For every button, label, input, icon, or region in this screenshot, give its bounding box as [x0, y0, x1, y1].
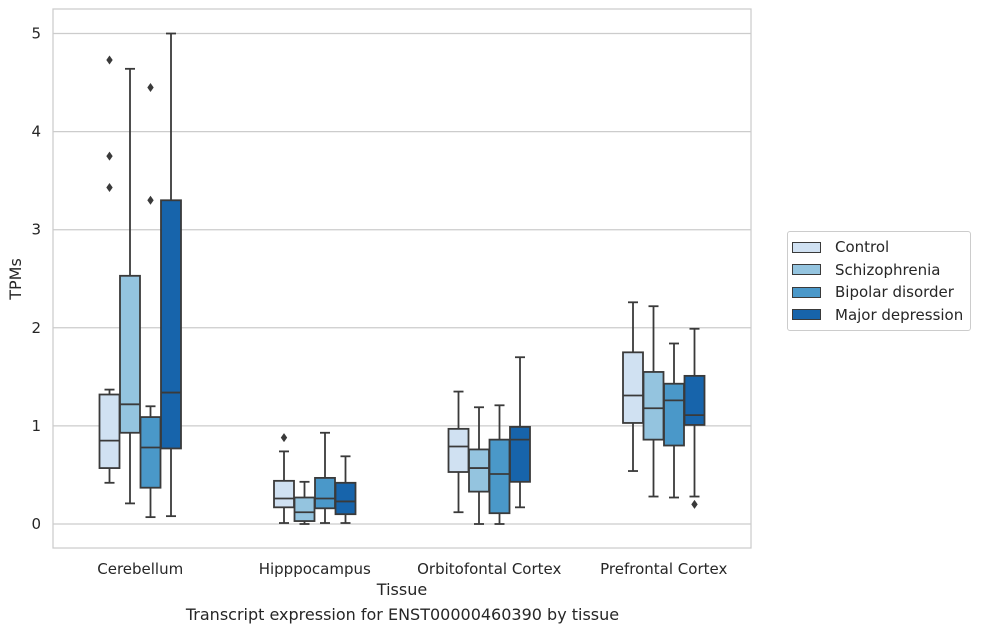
box-iqr — [663, 382, 685, 447]
x-tick-labels: Cerebellum Hipppocampus Orbitofontal Corte… — [97, 560, 727, 578]
y-tick-labels: 0 1 2 3 4 5 — [31, 25, 41, 534]
legend-item: Bipolar disorder — [788, 281, 970, 304]
y-axis-label: TPMs — [6, 258, 25, 301]
outlier-point — [691, 499, 698, 509]
box-iqr — [314, 476, 336, 510]
outlier-point — [106, 151, 113, 161]
box-iqr — [98, 393, 121, 469]
box-iqr — [334, 481, 357, 516]
legend-label: Major depression — [835, 305, 964, 324]
y-tick-label: 3 — [31, 221, 41, 239]
outlier-point — [280, 433, 288, 443]
box-major-depression — [683, 327, 706, 509]
x-tick-label: Cerebellum — [97, 560, 183, 578]
box-iqr — [119, 274, 141, 434]
box-iqr — [642, 371, 665, 441]
box-control — [447, 390, 470, 514]
box-iqr — [683, 374, 706, 426]
outlier-point — [147, 82, 154, 92]
legend-swatch — [792, 286, 821, 298]
y-tick-label: 2 — [31, 319, 41, 337]
boxes — [98, 32, 706, 525]
legend-swatch — [792, 241, 821, 253]
box-major-depression — [160, 32, 182, 518]
plot-area-frame — [52, 8, 752, 549]
outlier-point — [147, 195, 154, 205]
legend-label: Control — [835, 238, 890, 257]
y-tick-label: 4 — [31, 123, 41, 141]
box-control — [622, 301, 644, 472]
box-bipolar-disorder — [488, 404, 511, 525]
chart-caption: Transcript expression for ENST0000046039… — [185, 605, 620, 624]
box-iqr — [488, 438, 511, 515]
box-bipolar-disorder — [314, 431, 336, 524]
box-iqr — [468, 448, 490, 493]
x-tick-label: Orbitofontal Cortex — [417, 560, 561, 578]
box-iqr — [447, 427, 470, 473]
box-schizophrenia — [119, 67, 141, 505]
box-control — [98, 55, 121, 484]
box-major-depression — [509, 356, 531, 509]
legend-label: Schizophrenia — [835, 260, 941, 279]
legend-item: Control — [788, 236, 970, 259]
legend-label: Bipolar disorder — [835, 283, 954, 302]
legend: Control Schizophrenia Bipolar disorder Majo… — [787, 231, 971, 331]
y-tick-label: 1 — [31, 417, 41, 435]
y-tick-label: 5 — [31, 25, 41, 43]
box-iqr — [622, 351, 644, 424]
box-iqr — [509, 425, 531, 483]
box-schizophrenia — [642, 305, 665, 498]
legend-item: Major depression — [788, 304, 970, 327]
x-tick-label: Prefrontal Cortex — [600, 560, 727, 578]
outlier-point — [106, 55, 113, 65]
legend-swatch — [792, 264, 821, 276]
box-bipolar-disorder — [663, 342, 685, 499]
x-tick-label: Hipppocampus — [259, 560, 371, 578]
legend-item: Schizophrenia — [788, 259, 970, 282]
box-major-depression — [334, 455, 357, 524]
box-iqr — [293, 496, 316, 522]
y-tick-label: 0 — [31, 515, 41, 533]
box-iqr — [139, 416, 162, 489]
box-iqr — [160, 199, 182, 450]
box-schizophrenia — [293, 480, 316, 525]
x-axis-label: Tissue — [376, 580, 427, 599]
box-iqr — [273, 479, 295, 509]
outlier-point — [106, 183, 113, 193]
box-schizophrenia — [468, 406, 490, 525]
box-control — [273, 433, 295, 524]
legend-swatch — [792, 309, 821, 321]
box-bipolar-disorder — [139, 82, 162, 519]
